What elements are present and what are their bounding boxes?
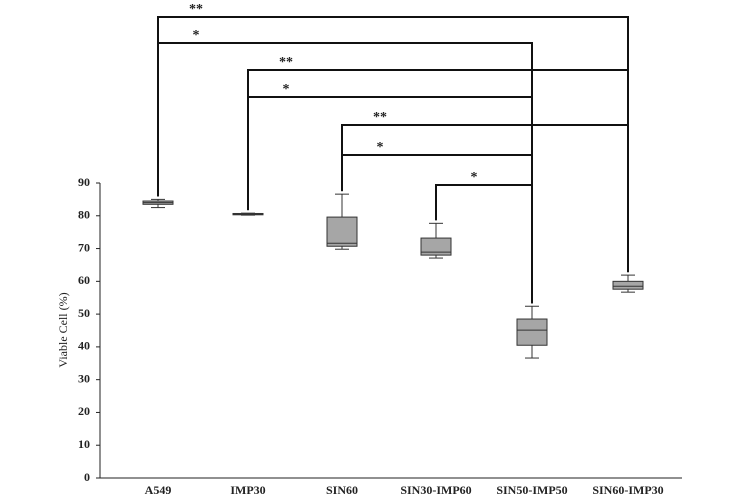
significance-bracket — [341, 124, 629, 273]
y-tick-label: 30 — [78, 371, 90, 385]
y-tick-label: 70 — [78, 240, 90, 254]
significance-bracket — [157, 16, 629, 273]
x-tick-label: A549 — [145, 483, 172, 497]
significance-bracket — [435, 184, 533, 304]
y-tick-label: 60 — [78, 273, 90, 287]
y-tick-label: 40 — [78, 339, 90, 353]
y-tick-label: 90 — [78, 175, 90, 189]
significance-label: * — [283, 82, 290, 97]
box — [516, 318, 548, 346]
y-tick-label: 80 — [78, 208, 90, 222]
significance-label: * — [193, 28, 200, 43]
box — [326, 216, 358, 247]
box — [612, 280, 644, 290]
y-tick-label: 0 — [84, 470, 90, 484]
significance-label: ** — [373, 110, 387, 125]
y-axis-label: Viable Cell (%) — [56, 292, 70, 367]
significance-label: * — [471, 170, 478, 185]
significance-label: ** — [189, 2, 203, 17]
significance-label: * — [377, 140, 384, 155]
x-tick-label: SIN60-IMP30 — [592, 483, 663, 497]
significance-bracket — [341, 154, 533, 304]
x-tick-label: IMP30 — [230, 483, 265, 497]
x-tick-label: SIN60 — [326, 483, 358, 497]
y-tick-label: 10 — [78, 437, 90, 451]
y-tick-label: 20 — [78, 404, 90, 418]
box — [420, 237, 452, 256]
x-tick-label: SIN50-IMP50 — [496, 483, 567, 497]
x-tick-label: SIN30-IMP60 — [400, 483, 471, 497]
y-tick-label: 50 — [78, 306, 90, 320]
significance-label: ** — [279, 55, 293, 70]
significance-bracket — [247, 96, 533, 304]
